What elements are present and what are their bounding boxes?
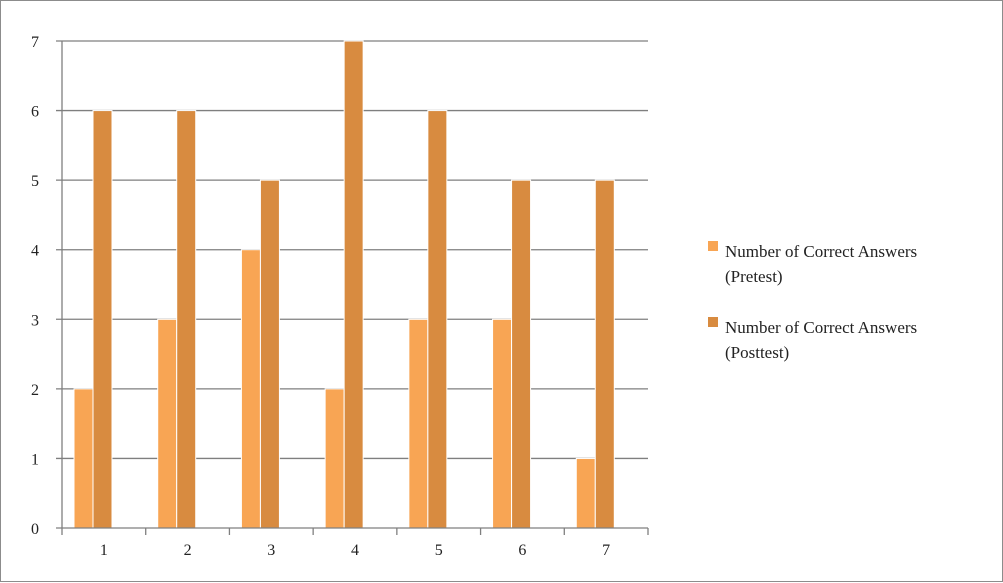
x-tick-label: 2 [184, 542, 192, 559]
x-tick-label: 6 [518, 542, 526, 559]
bar-posttest [511, 179, 532, 529]
x-tick-label: 1 [100, 542, 108, 559]
y-tick-label: 3 [31, 312, 39, 329]
bar-posttest [259, 179, 280, 529]
bar-pretest [492, 318, 513, 529]
y-tick-labels: 0 1 2 3 4 5 6 7 [31, 34, 39, 538]
bar-posttest [343, 40, 364, 529]
y-tick-label: 0 [31, 521, 39, 538]
legend-swatch-posttest [708, 317, 718, 327]
x-tick-label: 7 [602, 542, 610, 559]
axes [56, 41, 649, 535]
bars [73, 40, 615, 529]
legend-label-posttest-line2: (Posttest) [725, 343, 789, 362]
bar-pretest [408, 318, 429, 529]
y-tick-label: 5 [31, 173, 39, 190]
y-tick-label: 7 [31, 34, 39, 51]
x-tick-labels: 1 2 3 4 5 6 7 [100, 542, 610, 559]
y-tick-label: 4 [31, 243, 39, 260]
legend-item-pretest: Number of Correct Answers (Pretest) [708, 241, 917, 286]
bar-pretest [240, 249, 261, 529]
legend-item-posttest: Number of Correct Answers (Posttest) [708, 317, 917, 362]
bar-posttest [427, 110, 448, 529]
x-tick-label: 5 [435, 542, 443, 559]
legend-label-pretest-line2: (Pretest) [725, 267, 783, 286]
bar-posttest [594, 179, 615, 529]
legend: Number of Correct Answers (Pretest) Numb… [708, 241, 917, 362]
bar-pretest [575, 457, 596, 529]
legend-label-pretest-line1: Number of Correct Answers [725, 242, 917, 261]
bar-pretest [324, 388, 345, 529]
legend-label-posttest-line1: Number of Correct Answers [725, 318, 917, 337]
x-tick-label: 4 [351, 542, 359, 559]
bar-posttest [92, 110, 113, 529]
y-tick-label: 6 [31, 104, 39, 121]
y-tick-label: 2 [31, 382, 39, 399]
bar-posttest [176, 110, 197, 529]
legend-swatch-pretest [708, 241, 718, 251]
bar-pretest [73, 388, 94, 529]
x-tick-label: 3 [267, 542, 275, 559]
bar-pretest [157, 318, 178, 529]
y-tick-label: 1 [31, 451, 39, 468]
